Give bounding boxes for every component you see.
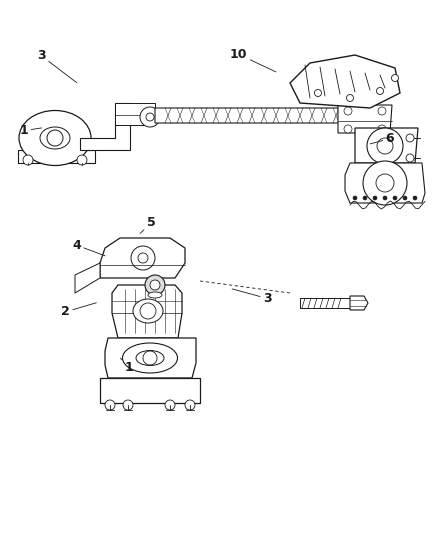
Circle shape [77, 155, 87, 165]
Circle shape [377, 87, 384, 94]
Circle shape [413, 196, 417, 200]
Circle shape [392, 75, 399, 82]
Circle shape [363, 196, 367, 200]
Circle shape [123, 400, 133, 410]
Circle shape [150, 280, 160, 290]
Circle shape [377, 138, 393, 154]
Circle shape [138, 253, 148, 263]
Circle shape [344, 125, 352, 133]
Circle shape [393, 196, 397, 200]
Circle shape [373, 196, 377, 200]
Circle shape [140, 303, 156, 319]
Polygon shape [355, 128, 418, 163]
Text: 1: 1 [20, 124, 42, 137]
Circle shape [105, 400, 115, 410]
Circle shape [376, 174, 394, 192]
Ellipse shape [123, 343, 177, 373]
Circle shape [165, 400, 175, 410]
Text: 10: 10 [230, 48, 276, 72]
Circle shape [146, 113, 154, 121]
Circle shape [131, 246, 155, 270]
Text: 3: 3 [232, 289, 272, 305]
Circle shape [145, 275, 165, 295]
Polygon shape [112, 285, 182, 338]
Circle shape [378, 107, 386, 115]
Polygon shape [150, 113, 290, 121]
Polygon shape [290, 55, 400, 108]
Text: 5: 5 [140, 216, 155, 233]
Polygon shape [80, 103, 130, 150]
Circle shape [367, 128, 403, 164]
Text: 1: 1 [120, 358, 134, 374]
Polygon shape [18, 150, 95, 163]
Circle shape [378, 125, 386, 133]
Circle shape [23, 155, 33, 165]
Circle shape [143, 351, 157, 365]
Ellipse shape [133, 299, 163, 323]
Circle shape [47, 130, 63, 146]
Circle shape [406, 134, 414, 142]
Ellipse shape [40, 127, 70, 149]
Text: 6: 6 [370, 132, 394, 145]
Circle shape [383, 196, 387, 200]
Circle shape [185, 400, 195, 410]
Text: 3: 3 [37, 50, 77, 83]
Polygon shape [105, 338, 196, 378]
Text: 4: 4 [72, 239, 105, 256]
Polygon shape [345, 163, 425, 203]
Polygon shape [338, 105, 392, 133]
Polygon shape [115, 103, 155, 125]
Circle shape [346, 94, 353, 101]
Polygon shape [155, 108, 342, 123]
Circle shape [344, 107, 352, 115]
Polygon shape [300, 298, 350, 308]
Circle shape [406, 154, 414, 162]
Circle shape [403, 196, 407, 200]
Polygon shape [100, 378, 200, 403]
Circle shape [140, 107, 160, 127]
Polygon shape [75, 263, 100, 293]
Ellipse shape [19, 110, 91, 166]
Polygon shape [100, 238, 185, 278]
Text: 2: 2 [61, 303, 96, 318]
Ellipse shape [136, 351, 164, 366]
Circle shape [314, 90, 321, 96]
Circle shape [363, 161, 407, 205]
Circle shape [353, 196, 357, 200]
Polygon shape [350, 296, 368, 310]
Ellipse shape [148, 292, 162, 298]
